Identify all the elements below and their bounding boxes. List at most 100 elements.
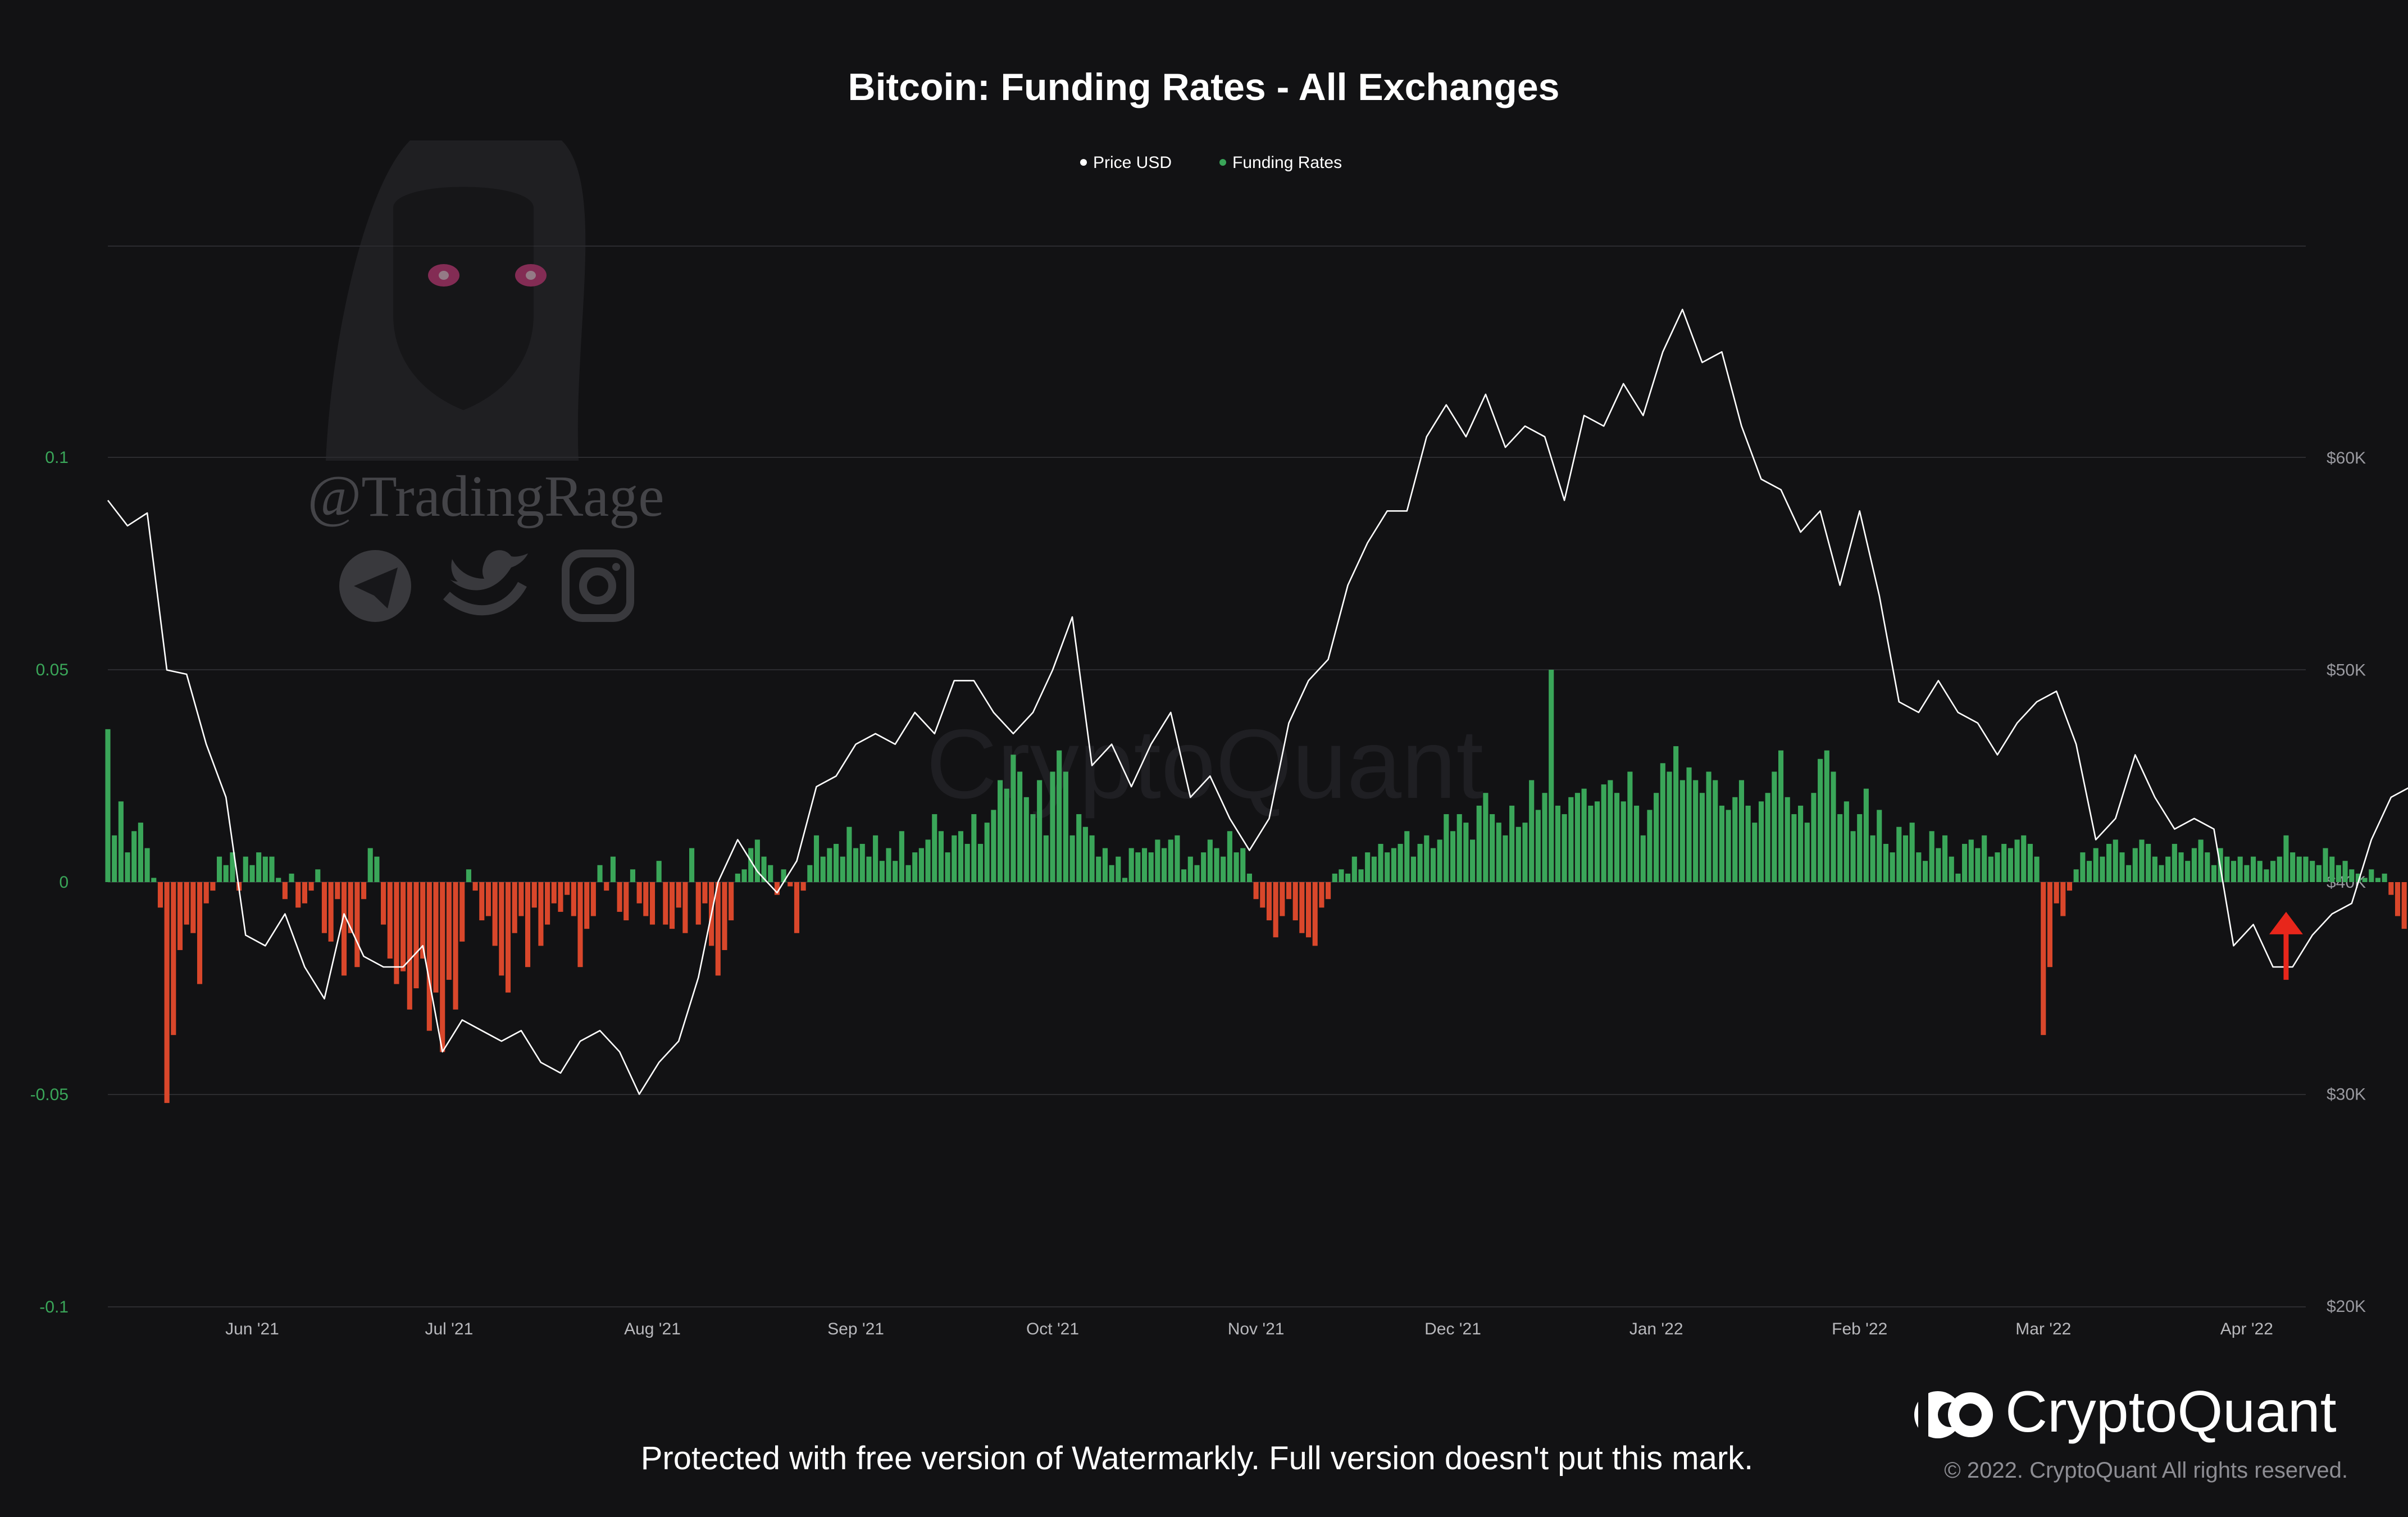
funding-bar [899,831,904,882]
funding-bar [2401,882,2407,929]
funding-bar [1162,848,1167,882]
funding-bar [1975,848,1981,882]
x-tick-label: Sep '21 [827,1320,884,1338]
x-axis: Jun '21 Jul '21 Aug '21 Sep '21 Oct '21 Nov '… [225,1320,2273,1338]
tradingrage-watermark: @TradingRage [307,140,664,622]
funding-bar [1050,771,1055,882]
funding-bar [1168,839,1173,882]
funding-bar [2014,839,2020,882]
funding-bar [1772,771,1777,882]
x-tick-label: Aug '21 [624,1320,681,1338]
funding-bar [2277,856,2282,882]
funding-bar [328,882,334,942]
funding-bar [893,861,898,882]
funding-bar [1654,793,1659,882]
funding-bar [1726,810,1731,882]
funding-bar [1135,852,1141,882]
funding-bar [1214,848,1219,882]
funding-bar [1647,810,1653,882]
funding-bar [2185,861,2191,882]
funding-bar [203,882,209,903]
funding-bar [2231,861,2237,882]
legend-item-price[interactable]: Price USD [1080,153,1172,172]
funding-bar [2382,873,2387,882]
funding-bar [1023,797,1029,882]
legend-item-funding[interactable]: Funding Rates [1219,153,1342,172]
funding-bar [807,865,813,882]
funding-bar [1535,810,1541,882]
funding-bar [761,856,767,882]
funding-bar [2054,882,2059,903]
funding-bar [1175,835,1180,882]
funding-bar [1017,771,1023,882]
funding-bar [1581,788,1587,882]
funding-bar [1673,746,1679,882]
funding-bar [1057,750,1062,882]
funding-bar [1909,823,1915,882]
funding-bar [1037,780,1043,882]
y-right-tick-label: $50K [2327,661,2366,680]
funding-bar [426,882,432,1031]
funding-bar [1444,814,1449,882]
funding-bar [1201,852,1207,882]
funding-bar [1181,869,1187,882]
funding-bar [1686,767,1692,882]
funding-bar [531,882,537,908]
funding-bar [308,882,314,891]
funding-bar [2034,856,2040,882]
funding-bar [1332,873,1337,882]
funding-bar [1358,869,1364,882]
funding-bar [788,882,793,887]
funding-bar [2021,835,2027,882]
funding-bar [420,882,426,959]
funding-bar [873,835,878,882]
funding-bar [617,882,622,912]
funding-bar [1857,814,1863,882]
funding-bar [1410,856,1416,882]
funding-bar [1936,848,1941,882]
funding-bar [138,823,143,882]
funding-bar [1529,780,1535,882]
funding-bar [1843,801,1849,882]
funding-bar [1877,810,1882,882]
funding-bar [729,882,734,921]
funding-bar [2165,856,2171,882]
funding-bar [1089,835,1095,882]
funding-bar [2237,856,2243,882]
funding-bar [2191,848,2197,882]
funding-bar [1221,856,1226,882]
funding-bar [1640,835,1646,882]
funding-bar [446,882,452,980]
funding-bar [2008,848,2013,882]
funding-bar [459,882,465,942]
funding-bar [466,869,471,882]
funding-bar [2073,869,2079,882]
funding-bar [295,882,301,908]
funding-bar [262,856,268,882]
x-tick-label: Oct '21 [1026,1320,1079,1338]
funding-bar [361,882,367,900]
funding-bar [2375,878,2381,882]
funding-bar [840,856,845,882]
legend-label-funding: Funding Rates [1232,153,1342,172]
funding-bar [1968,839,1974,882]
funding-bar [1706,771,1711,882]
funding-bar [472,882,478,891]
funding-bar [479,882,485,921]
funding-bar [1515,826,1521,882]
funding-bar [1351,856,1357,882]
funding-bar [2093,848,2099,882]
funding-bar [1837,814,1843,882]
funding-bar [400,882,406,971]
funding-bar [1063,771,1068,882]
funding-bar [2126,865,2132,882]
funding-bar [1260,882,1266,908]
funding-bar [1470,839,1476,882]
funding-bar [354,882,360,968]
tradingrage-handle: @TradingRage [307,464,664,529]
funding-bar [545,882,550,925]
funding-bar [1155,839,1160,882]
funding-bar [1634,805,1640,882]
funding-bar [282,882,288,900]
